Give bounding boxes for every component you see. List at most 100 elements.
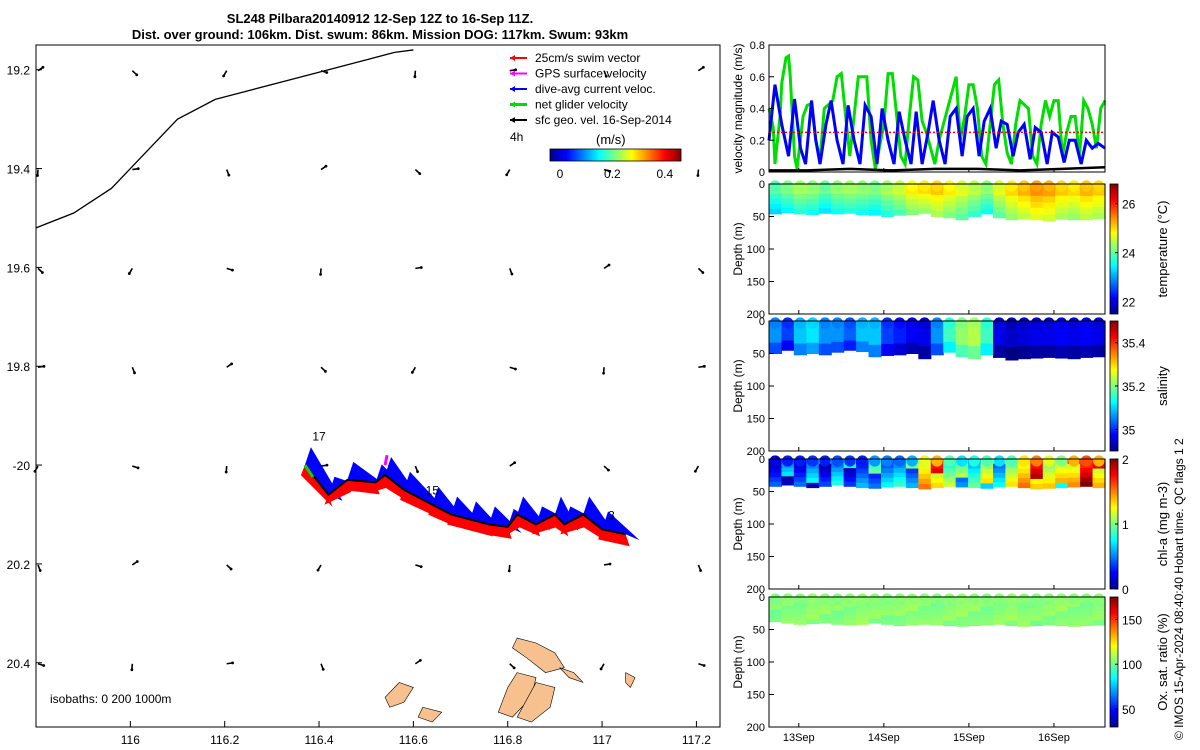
oxygen-cell: [843, 615, 857, 621]
salinity-surface-dot: [769, 317, 781, 329]
oxygen-surface-dot: [956, 593, 968, 605]
salinity-cell: [818, 326, 832, 333]
chla-cell: [930, 473, 944, 479]
temperature-surface-dot: [1080, 180, 1092, 192]
temperature-cell: [905, 194, 919, 200]
oxygen-surface-dot: [769, 593, 781, 605]
temperature-cell: [868, 194, 882, 201]
temperature-cell: [1005, 195, 1019, 203]
chla-cell: [1017, 478, 1031, 484]
oxygen-cell: [943, 606, 957, 612]
oxygen-ytick-label: 150: [747, 690, 765, 702]
salinity-cell: [930, 349, 944, 356]
sfc-velocity-arrow-head: [699, 569, 702, 572]
island-shape: [559, 667, 584, 683]
chla-surface-dot: [943, 455, 956, 467]
oxygen-cell: [781, 610, 795, 615]
salinity-surface-dot: [1043, 317, 1055, 329]
salinity-cell: [1092, 326, 1106, 334]
temperature-cell: [893, 210, 907, 216]
swim-vector-band: [428, 504, 456, 527]
salinity-surface-dot: [1093, 317, 1105, 329]
temperature-cell: [1042, 196, 1056, 204]
oxygen-cell: [905, 620, 919, 626]
salinity-cell: [818, 332, 832, 339]
chla-cell: [1017, 473, 1031, 479]
temperature-cell: [868, 189, 882, 195]
chla-cell: [1042, 473, 1056, 479]
chla-surface-dot: [1018, 455, 1030, 467]
chla-surface-dot: [856, 455, 868, 467]
temperature-cell: [1092, 212, 1106, 219]
sfc-velocity-arrow-head: [41, 65, 45, 69]
legend-arrowhead-icon: [510, 117, 515, 123]
salinity-cell: [1055, 327, 1069, 334]
sfc-velocity-arrow-head: [701, 271, 705, 274]
chla-cell: [818, 477, 832, 483]
salinity-cell: [1005, 340, 1019, 348]
salinity-cell: [1017, 327, 1031, 335]
temperature-cell: [1017, 189, 1031, 197]
map-ytick-label: 19.2: [7, 64, 31, 78]
temperature-surface-dot: [918, 180, 931, 192]
temperature-cell: [980, 208, 994, 215]
chla-cell: [893, 477, 907, 483]
salinity-cell: [918, 346, 932, 353]
chla-cell: [980, 483, 994, 489]
island-shape: [512, 637, 565, 673]
chla-colorbar-tick-label: 2: [1122, 453, 1129, 467]
temperature-cell: [968, 200, 982, 207]
salinity-cell: [993, 333, 1007, 340]
colorbar-tick-label: 0.2: [604, 167, 621, 181]
sfc-velocity-arrow-head: [696, 174, 700, 177]
oxygen-cell: [918, 610, 932, 616]
salinity-cell: [881, 326, 895, 333]
chla-cell: [1067, 477, 1081, 483]
salinity-cell: [955, 344, 969, 352]
salinity-cell: [843, 340, 857, 346]
salinity-cell: [1030, 339, 1044, 347]
sfc-velocity-arrow-head: [231, 268, 234, 272]
temperature-cell: [831, 203, 845, 210]
legend-arrowhead-icon: [510, 55, 515, 61]
chla-cell: [993, 472, 1007, 479]
temperature-cell: [818, 203, 832, 209]
salinity-cell: [1055, 339, 1069, 347]
sfc-velocity-arrow-head: [42, 364, 46, 368]
temperature-cell: [881, 205, 895, 212]
salinity-colorbar-tick-label: 35: [1122, 423, 1136, 437]
salinity-cell: [943, 331, 957, 338]
salinity-cell: [1005, 353, 1019, 361]
temperature-cell: [955, 201, 969, 209]
salinity-cell: [818, 349, 832, 356]
oxygen-cell: [769, 609, 783, 614]
salinity-cell: [980, 349, 994, 356]
chla-cell: [856, 482, 870, 489]
sfc-velocity-arrow-head: [702, 664, 706, 667]
temperature-cell: [806, 204, 820, 210]
salinity-cell: [831, 347, 845, 353]
temperature-cell: [818, 193, 832, 200]
credit-text: © IMOS 15-Apr-2024 08:40:40 Hobart time.…: [1172, 438, 1186, 740]
chla-cell: [1092, 468, 1106, 474]
salinity-cell: [781, 335, 795, 341]
oxygen-cell: [1080, 611, 1094, 617]
oxygen-cell: [943, 616, 957, 622]
salinity-cell: [1092, 350, 1106, 358]
oxygen-cell: [980, 620, 994, 626]
chla-cell: [781, 480, 795, 486]
sfc-velocity-arrow-head: [514, 68, 518, 72]
sfc-velocity-arrow-head: [222, 74, 226, 78]
legend-entry-label: net glider velocity: [535, 98, 628, 112]
salinity-cell: [1030, 327, 1044, 334]
oxygen-ylabel: Depth (m): [731, 635, 745, 688]
salinity-cell: [893, 326, 907, 333]
oxygen-cell: [1017, 621, 1031, 627]
temperature-surface-dot: [794, 180, 806, 192]
chla-surface-dot: [1068, 455, 1080, 467]
salinity-surface-dot: [856, 317, 868, 329]
chla-cell: [1055, 468, 1069, 474]
temperature-cell: [1030, 213, 1044, 221]
oxygen-cell: [930, 620, 944, 626]
temperature-cell: [943, 189, 957, 196]
